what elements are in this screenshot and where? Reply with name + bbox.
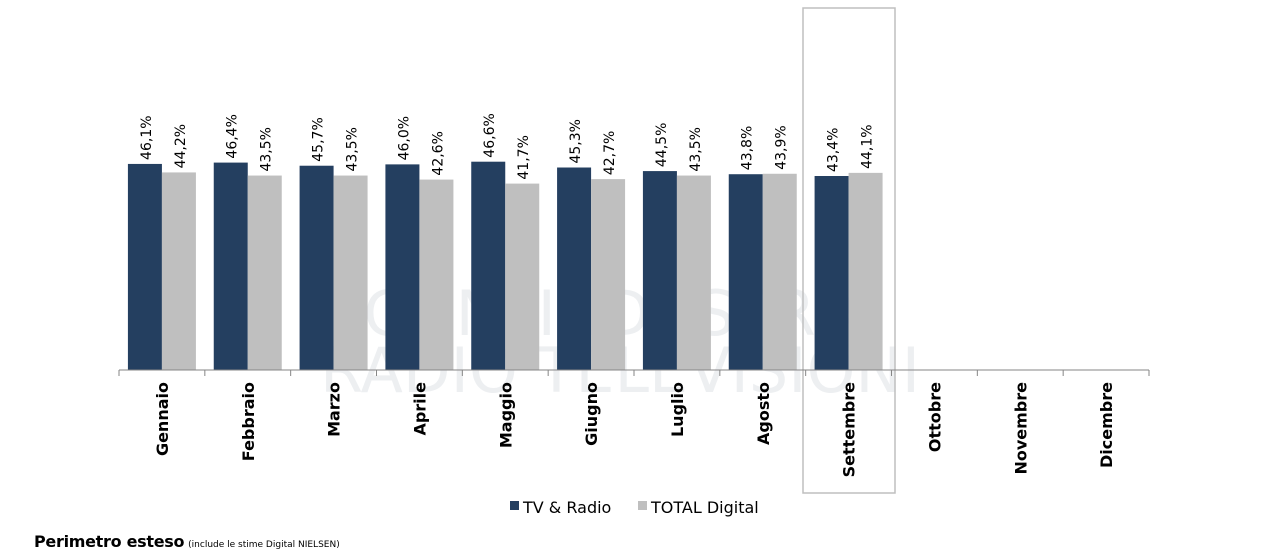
- bar-settembre-total-digital: [848, 172, 883, 370]
- bar-settembre-tv-radio: [814, 176, 849, 370]
- data-label: 46,0%: [396, 116, 412, 160]
- legend-label: TV & Radio: [522, 498, 611, 517]
- x-tick-label: Gennaio: [153, 382, 172, 456]
- x-tick-label: Ottobre: [925, 382, 944, 452]
- bar-febbraio-tv-radio: [213, 162, 248, 370]
- x-tick-label: Luglio: [668, 382, 687, 437]
- legend: TV & Radio TOTAL Digital: [510, 498, 759, 517]
- bar-febbraio-total-digital: [247, 175, 282, 370]
- data-label: 44,2%: [173, 124, 189, 168]
- bar-marzo-tv-radio: [299, 165, 334, 370]
- data-label: 41,7%: [516, 135, 532, 179]
- data-label: 43,5%: [345, 127, 361, 171]
- bar-giugno-total-digital: [591, 179, 626, 370]
- bar-agosto-total-digital: [762, 173, 797, 370]
- data-label: 44,1%: [860, 124, 876, 168]
- x-tick-label: Novembre: [1011, 382, 1030, 475]
- x-tick-label: Giugno: [582, 382, 601, 446]
- data-label: 43,8%: [740, 126, 756, 170]
- data-label: 46,4%: [225, 114, 241, 158]
- highlight-box-settembre: [802, 7, 896, 494]
- data-label: 42,6%: [430, 131, 446, 175]
- bar-agosto-tv-radio: [728, 174, 763, 370]
- data-label: 43,5%: [259, 127, 275, 171]
- bar-aprile-total-digital: [419, 179, 454, 370]
- x-tick-label: Agosto: [754, 382, 773, 445]
- legend-swatch: [638, 501, 647, 510]
- x-tick-label: Febbraio: [239, 382, 258, 461]
- bar-maggio-tv-radio: [471, 161, 506, 370]
- bar-marzo-total-digital: [333, 175, 368, 370]
- legend-swatch: [510, 501, 519, 510]
- x-tick-label: Maggio: [496, 382, 515, 448]
- bar-maggio-total-digital: [505, 183, 540, 370]
- data-label: 44,5%: [654, 123, 670, 167]
- footer: Perimetro esteso (include le stime Digita…: [34, 532, 340, 551]
- data-label: 43,9%: [774, 125, 790, 169]
- data-label: 45,3%: [568, 119, 584, 163]
- bar-gennaio-tv-radio: [127, 163, 162, 370]
- bar-luglio-tv-radio: [642, 171, 677, 370]
- bar-aprile-tv-radio: [385, 164, 420, 370]
- x-tick-label: Settembre: [840, 382, 859, 478]
- bar-gennaio-total-digital: [161, 172, 196, 370]
- data-label: 43,4%: [826, 128, 842, 172]
- bar-luglio-total-digital: [676, 175, 711, 370]
- data-label: 42,7%: [602, 131, 618, 175]
- x-tick-label: Marzo: [325, 382, 344, 437]
- x-tick-label: Dicembre: [1097, 382, 1116, 468]
- data-label: 45,7%: [311, 117, 327, 161]
- data-label: 43,5%: [688, 127, 704, 171]
- bar-giugno-tv-radio: [557, 167, 592, 370]
- data-label: 46,6%: [482, 113, 498, 157]
- footer-title: Perimetro esteso: [34, 532, 185, 551]
- data-label: 46,1%: [139, 115, 155, 159]
- footer-note: (include le stime Digital NIELSEN): [188, 540, 340, 550]
- x-tick-label: Aprile: [410, 382, 429, 436]
- legend-label: TOTAL Digital: [650, 498, 759, 517]
